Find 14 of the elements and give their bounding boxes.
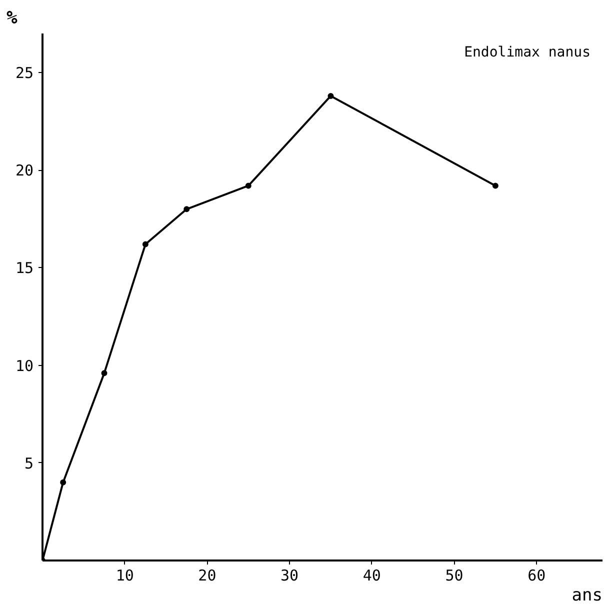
x-axis-title: ans	[572, 586, 603, 605]
y-axis-title: %	[6, 8, 18, 28]
y-tick-label: 10	[15, 356, 34, 375]
x-tick-label: 10	[116, 566, 134, 584]
x-tick-label: 50	[445, 566, 464, 584]
annotation: Endolimax nanus	[464, 44, 591, 60]
x-tick-label: 40	[362, 566, 381, 584]
x-tick-label: 20	[198, 566, 216, 584]
y-tick-label: 15	[15, 259, 34, 278]
x-tick-label: 30	[280, 566, 299, 584]
y-tick-label: 5	[24, 454, 34, 472]
y-tick-label: 25	[15, 64, 34, 82]
y-tick-label: 20	[15, 162, 34, 180]
x-tick-label: 60	[528, 566, 546, 584]
